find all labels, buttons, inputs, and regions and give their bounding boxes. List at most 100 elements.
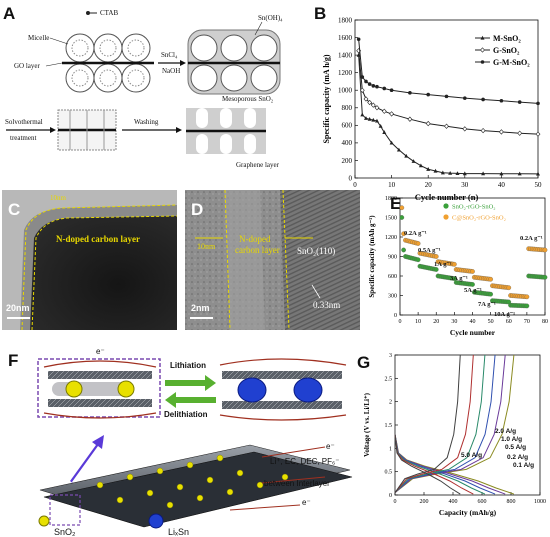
panel-a-label: A: [3, 4, 16, 23]
data-point: [517, 171, 522, 176]
legend-label: M-SnO₂: [493, 34, 521, 43]
legend-marker: [443, 214, 449, 220]
data-point: [359, 87, 365, 93]
data-point: [399, 205, 405, 211]
y-tick-label: 1800: [338, 16, 353, 24]
data-point: [517, 100, 522, 104]
y-axis-label: Specific capacity (mA h/g): [322, 54, 331, 143]
panel-d-spacing-label: 0.33nm: [313, 300, 341, 310]
data-point: [524, 294, 530, 300]
data-point: [401, 231, 406, 237]
data-point: [360, 112, 365, 117]
y-tick-label: 900: [388, 255, 397, 261]
x-tick-label: 10: [388, 181, 396, 189]
rate-label: 0.2A g⁻¹: [520, 235, 543, 242]
data-point: [396, 147, 401, 152]
data-point: [463, 96, 467, 100]
electron-label-1: e⁻: [96, 347, 105, 356]
y-axis-label: Voltage (V vs. Li/Li⁺): [363, 392, 371, 457]
solvothermal-structure: [57, 109, 117, 151]
data-point: [363, 96, 369, 102]
data-point: [433, 254, 439, 259]
y-tick-label: 2.5: [385, 376, 393, 382]
charge-curve: [394, 354, 474, 493]
y-tick-label: 600: [342, 122, 353, 130]
y-tick-label: 300: [388, 294, 397, 300]
washing-label: Washing: [134, 118, 159, 126]
charge-curve: [394, 354, 486, 494]
data-point: [470, 282, 475, 287]
y-tick-label: 1.5: [385, 423, 393, 429]
x-tick-label: 60: [506, 319, 512, 325]
lithiation-label: Lithiation: [170, 361, 206, 370]
data-point: [389, 140, 394, 145]
x-tick-label: 20: [433, 319, 439, 325]
chart-b-svg: 0 10 20 30 40 50 0 200 400 600 800 1000 1200 1400 1600…: [322, 16, 542, 202]
data-point: [407, 116, 413, 122]
y-tick-label: 1000: [338, 87, 353, 95]
data-point: [536, 101, 540, 106]
y-tick-label: 200: [342, 157, 353, 165]
micelle-row: [62, 33, 154, 93]
panel-c-tem-image: C 10nm N-doped carbon layer 20nm: [2, 190, 177, 330]
chart-g-svg: 0 200 400 600 800 1000 0 0.5 1 1.5 2 2.5 3 Capacity (…: [363, 353, 546, 517]
rate-label: 0.2 A/g: [507, 454, 528, 461]
y-tick-label: 0.5: [385, 470, 393, 476]
data-point: [524, 303, 530, 309]
data-point: [371, 84, 376, 88]
panel-b-chart: B 0 10 20 30 40 50 0 200 400 600 800 1000 1200 1400 16…: [300, 0, 550, 210]
naoh-label: NaOH: [162, 67, 180, 75]
panel-d-label: D: [191, 200, 204, 219]
data-point: [462, 171, 467, 176]
data-point: [498, 129, 504, 135]
legend-label: SnO₂-rGO-SnO₂: [452, 204, 496, 211]
panel-c-annotation: N-doped carbon layer: [56, 234, 140, 244]
panel-g-chart: G 0 200 400 600 800 1000 0 0.5 1 1.5 2 2.5 3 Capacity…: [355, 345, 550, 537]
data-point: [481, 171, 486, 176]
data-point: [488, 291, 493, 297]
go-layer-label: GO layer: [14, 62, 41, 70]
legend-marker: [443, 203, 449, 209]
series-line-3: [358, 39, 539, 104]
data-point: [418, 163, 423, 168]
x-axis-label: Cycle number: [450, 328, 496, 337]
micelle-label: Micelle: [28, 34, 49, 42]
x-tick-label: 50: [488, 319, 494, 325]
chart-e-svg: 0 10 20 30 40 50 60 70 80 0 300 600 900 1200 1500 1800 C…: [368, 196, 548, 337]
y-tick-label: 1200: [385, 235, 397, 241]
x-tick-label: 1000: [534, 499, 546, 505]
data-point: [452, 276, 457, 281]
data-point: [425, 120, 431, 127]
legend-label: G-SnO₂: [493, 46, 520, 55]
rate-label: 0.1 A/g: [513, 462, 534, 469]
rate-label: 2.0 A/g: [495, 428, 516, 435]
panel-a-diagram: CTAB Micelle GO layer SnCl₄ NaOH: [5, 9, 283, 169]
data-point: [542, 274, 548, 280]
micelle-coated-row: [187, 29, 281, 95]
panel-f-label: F: [8, 351, 19, 370]
data-point: [382, 86, 387, 91]
data-point: [382, 130, 387, 134]
data-point: [426, 92, 430, 97]
data-point: [399, 215, 405, 220]
data-point: [536, 171, 540, 176]
x-tick-label: 0: [399, 319, 402, 325]
data-point: [381, 108, 387, 114]
panel-f-diagram: [37, 358, 353, 529]
data-point: [356, 37, 361, 42]
data-point: [517, 130, 523, 136]
snoh4-label: Sn(OH)₄: [258, 14, 283, 22]
data-point: [408, 91, 412, 95]
data-point: [360, 75, 365, 79]
data-point: [371, 117, 376, 122]
data-point: [499, 98, 504, 103]
legend-sno2-label: SnO₂: [54, 527, 76, 537]
delithiation-label: Delithiation: [164, 410, 208, 419]
y-tick-label: 1: [389, 446, 392, 452]
data-point: [462, 126, 468, 132]
data-point: [506, 285, 512, 291]
panel-d-scale-label: 2nm: [191, 303, 210, 313]
data-point: [367, 116, 372, 121]
legend-marker: [480, 47, 485, 53]
ions-label: Li⁺, EC, DEC, PF₆⁻: [270, 457, 340, 466]
